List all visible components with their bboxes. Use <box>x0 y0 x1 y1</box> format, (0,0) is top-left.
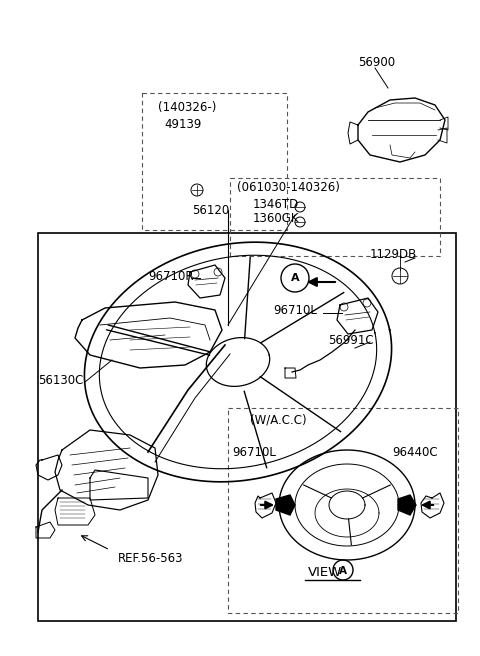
Polygon shape <box>276 495 295 515</box>
Text: 56120: 56120 <box>192 205 229 218</box>
Bar <box>228 408 458 613</box>
Text: 1360GK: 1360GK <box>253 211 300 224</box>
Text: (140326-): (140326-) <box>158 102 216 115</box>
Text: (061030-140326): (061030-140326) <box>237 182 340 194</box>
Text: 96710R: 96710R <box>148 270 193 283</box>
Bar <box>38 233 456 621</box>
Text: 56991C: 56991C <box>328 335 373 348</box>
Text: 1129DB: 1129DB <box>370 249 417 262</box>
Text: 96440C: 96440C <box>392 445 438 459</box>
Text: 96710L: 96710L <box>232 445 276 459</box>
Bar <box>230 178 440 256</box>
Bar <box>142 93 287 230</box>
Text: 1346TD: 1346TD <box>253 197 299 211</box>
Text: (W/A.C.C): (W/A.C.C) <box>250 413 307 426</box>
Text: 49139: 49139 <box>164 117 202 131</box>
Text: VIEW: VIEW <box>308 565 342 579</box>
Text: 56130C: 56130C <box>38 373 84 386</box>
Polygon shape <box>398 495 416 515</box>
Text: 56900: 56900 <box>358 56 395 68</box>
Text: REF.56-563: REF.56-563 <box>118 552 183 565</box>
Text: 96710L: 96710L <box>273 304 317 318</box>
Text: A: A <box>291 273 300 283</box>
Text: A: A <box>339 566 347 576</box>
